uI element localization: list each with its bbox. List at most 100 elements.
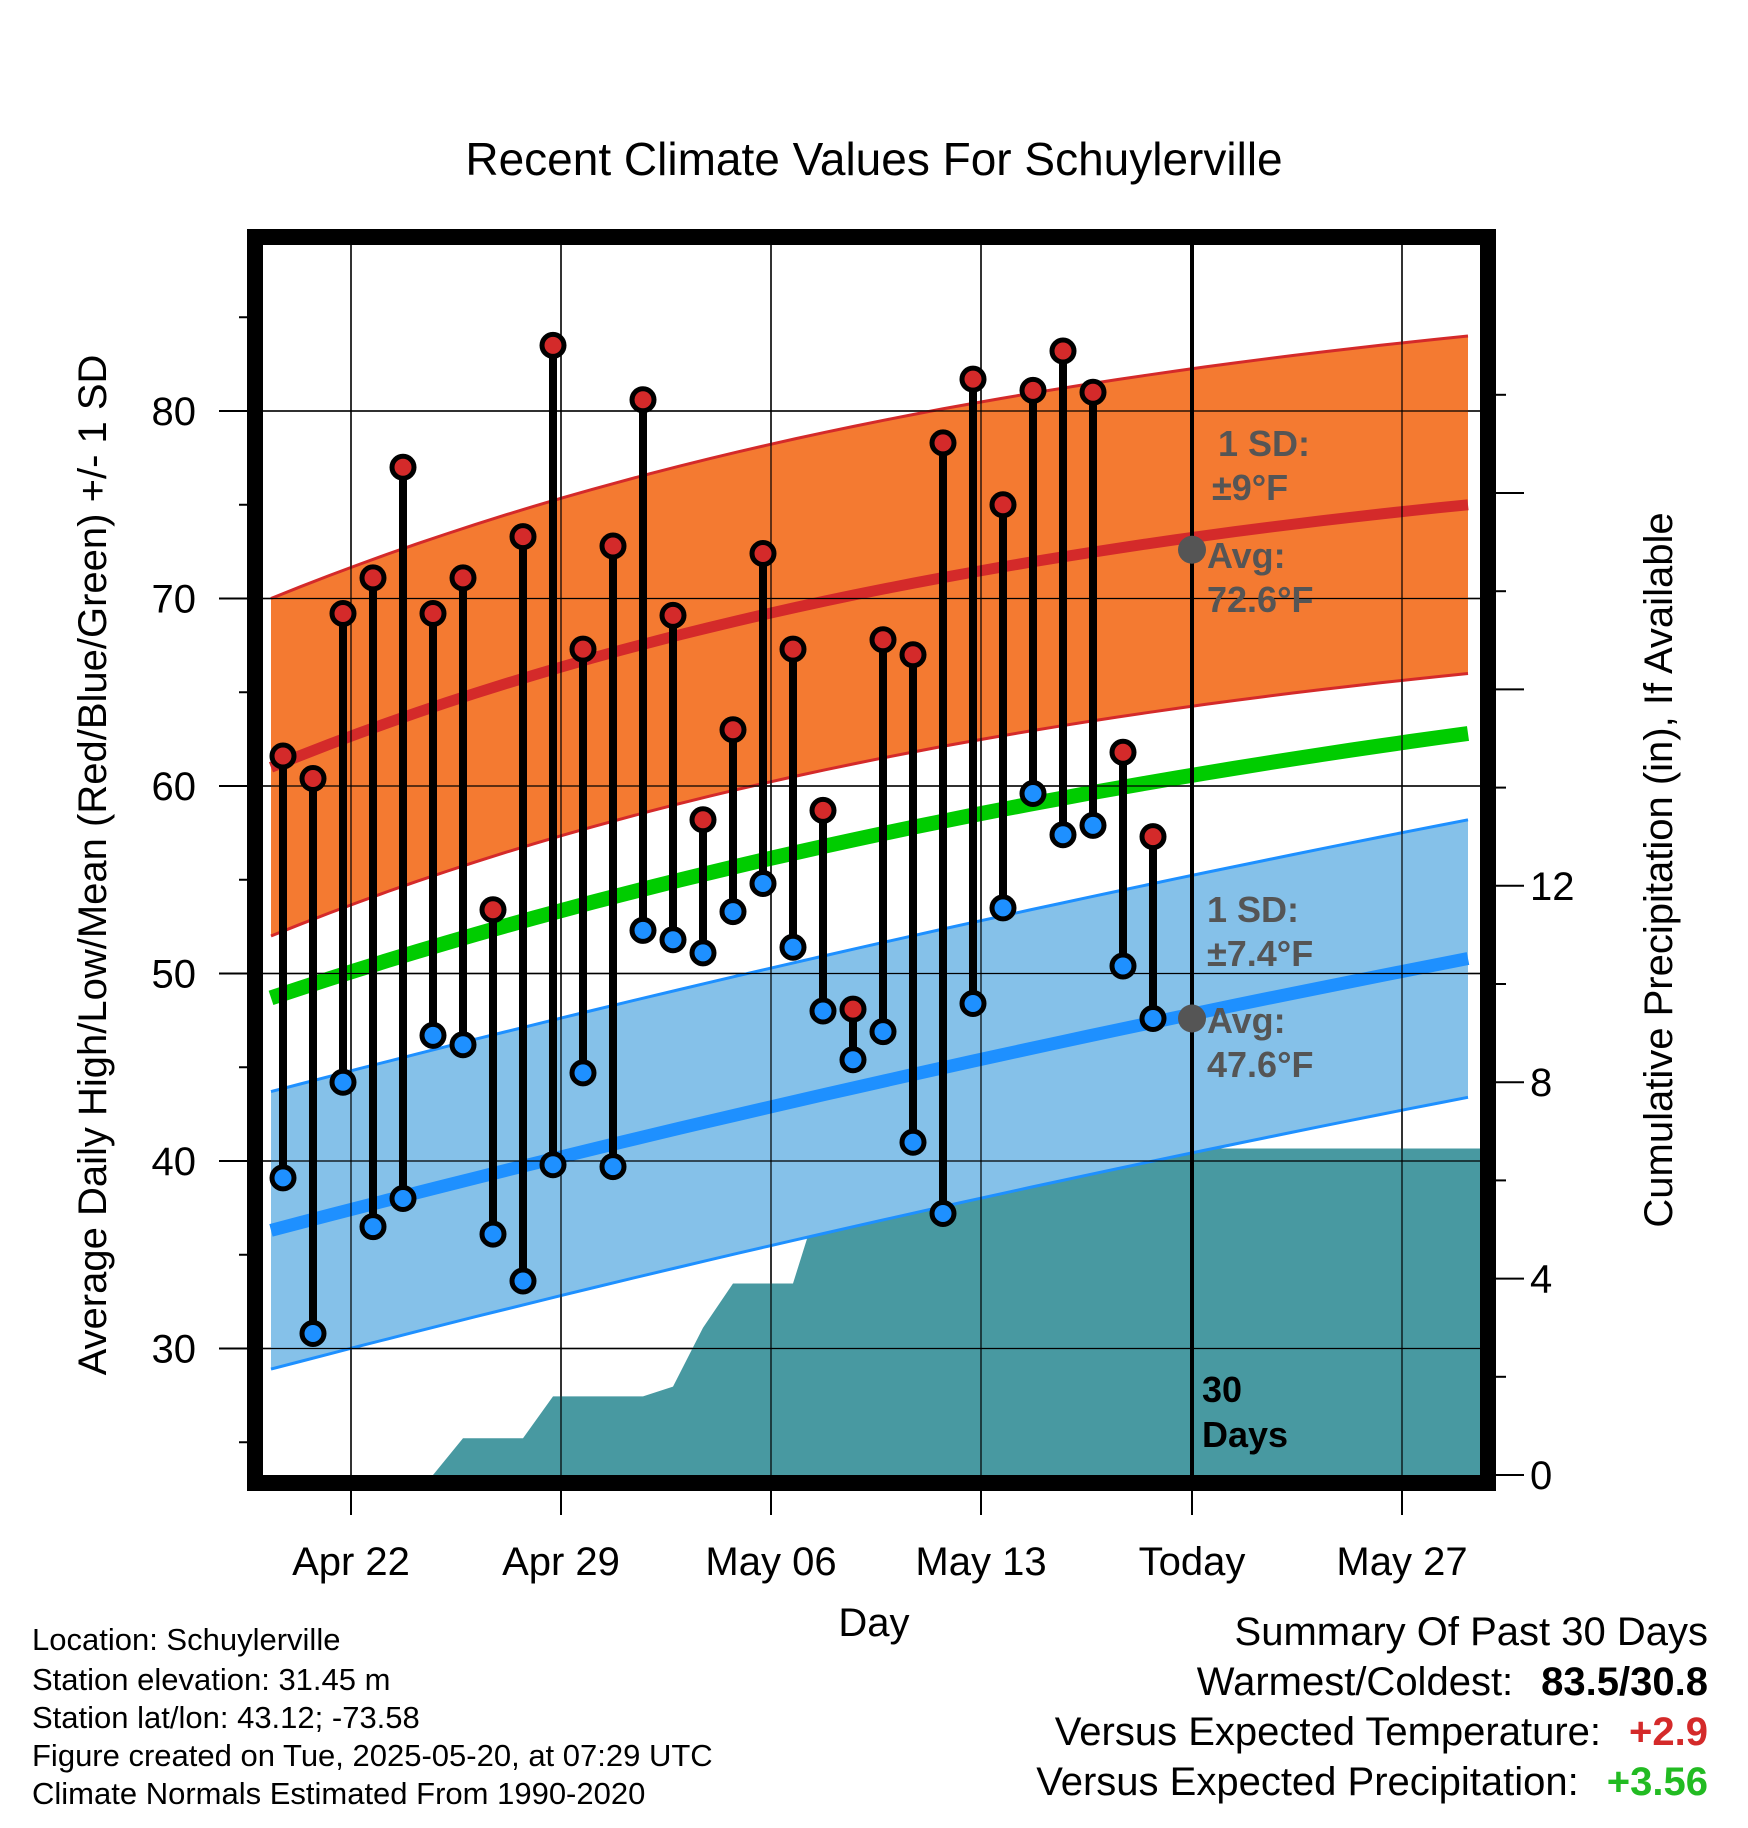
high-sd-label: 1 SD: [1218,423,1310,464]
daily-low-point [629,916,657,944]
location-text: Location: Schuylerville [32,1622,341,1657]
daily-high-point [539,331,567,359]
warmest-label: Warmest/Coldest: [1196,1660,1514,1704]
y-tick-label: 60 [152,765,197,809]
daily-low-point [1049,821,1077,849]
daily-high-point [869,626,897,654]
daily-low-point [539,1151,567,1179]
daily-high-point [419,600,447,627]
elevation-text: Station elevation: 31.45 m [32,1662,391,1697]
summary-temp-row: Versus Expected Temperature: +2.9 [1055,1710,1708,1755]
daily-high-point [779,635,807,663]
daily-low-point [749,870,777,897]
plot-frame [247,229,1496,1491]
low-sd-label: 1 SD: [1207,889,1299,930]
daily-low-point [989,894,1017,922]
y-tick-label: 70 [152,578,197,622]
mean-normal-line [268,726,1470,1006]
daily-low-point [389,1185,417,1212]
y2-tick-label: 8 [1530,1061,1552,1105]
daily-high-point [629,386,657,414]
low-avg-today-marker [1178,1004,1206,1033]
daily-low-point [689,939,717,967]
y-tick-label: 40 [152,1140,197,1184]
daily-low-point [1079,811,1107,839]
daily-high-point [599,532,627,560]
x-tick-label: Apr 29 [502,1540,620,1584]
x-tick-label: May 27 [1336,1540,1467,1584]
daily-low-point [359,1213,387,1241]
y2-tick-label: 12 [1530,865,1575,909]
precip-value: +3.56 [1606,1760,1708,1804]
high-avg-value: 72.6°F [1207,579,1313,620]
daily-low-point [1139,1005,1167,1032]
summary-warmest-row: Warmest/Coldest: 83.5/30.8 [1197,1660,1708,1705]
today-days-number: 30 [1202,1369,1242,1410]
high-sd-lower-line [270,672,1469,938]
daily-high-point [299,765,327,792]
daily-low-point [959,990,987,1017]
high-avg-label: Avg: [1207,535,1286,576]
temp-value: +2.9 [1629,1710,1708,1754]
daily-low-point [509,1267,537,1295]
chart-title: Recent Climate Values For Schuylerville [465,133,1282,185]
y2-tick-label: 0 [1530,1454,1552,1498]
daily-high-point [359,564,387,592]
y-tick-label: 30 [152,1328,197,1372]
normals-text: Climate Normals Estimated From 1990-2020 [32,1776,646,1811]
daily-low-point [719,898,747,926]
created-text: Figure created on Tue, 2025-05-20, at 07… [32,1738,713,1773]
plot-content [263,245,1480,1475]
high-sd-upper-line [270,334,1469,600]
y-tick-label: 50 [152,953,197,997]
daily-low-point [449,1031,477,1059]
summary-title: Summary Of Past 30 Days [1234,1610,1708,1654]
daily-low-point [329,1068,357,1096]
y2-axis-label: Cumulative Precipitation (in), If Availa… [1637,512,1681,1227]
y2-tick-label: 4 [1530,1258,1552,1302]
today-days-label: Days [1202,1414,1288,1455]
precip-label: Versus Expected Precipitation: [1036,1760,1579,1804]
low-sd-band [271,819,1468,1370]
daily-low-point [299,1320,327,1347]
daily-low-point [1019,780,1047,807]
daily-high-point [569,635,597,663]
daily-low-point [1109,952,1137,980]
latlon-text: Station lat/lon: 43.12; -73.58 [32,1700,420,1735]
y-axis-label: Average Daily High/Low/Mean (Red/Blue/Gr… [71,355,115,1376]
precip-area [283,1148,1480,1475]
daily-high-point [449,564,477,592]
daily-high-point [479,896,507,924]
x-tick-label: May 06 [705,1540,836,1584]
summary-precip-row: Versus Expected Precipitation: +3.56 [1036,1760,1708,1805]
daily-high-point [1079,378,1107,406]
daily-low-point [779,933,807,961]
daily-high-point [689,806,717,834]
daily-high-point [1109,738,1137,766]
high-avg-today-marker [1178,535,1206,564]
warmest-value: 83.5/30.8 [1541,1660,1708,1704]
daily-high-point [959,365,987,393]
high-normal-line [268,499,1469,773]
daily-low-point [599,1153,627,1181]
daily-high-point [989,491,1017,519]
daily-low-point [809,997,837,1025]
daily-low-point [869,1018,897,1046]
daily-high-point [389,453,417,481]
daily-high-point [1049,337,1077,365]
x-axis-label: Day [838,1601,909,1645]
low-avg-value: 47.6°F [1207,1044,1313,1085]
low-avg-label: Avg: [1207,1000,1286,1041]
daily-high-point [329,600,357,627]
x-tick-label: Today [1139,1540,1246,1584]
low-sd-lower-line [270,1095,1469,1371]
daily-high-point [1139,823,1167,851]
daily-high-point [269,742,297,770]
daily-low-point [929,1200,957,1227]
daily-high-point [809,796,837,824]
x-tick-label: May 13 [915,1540,1046,1584]
daily-low-point [659,926,687,954]
